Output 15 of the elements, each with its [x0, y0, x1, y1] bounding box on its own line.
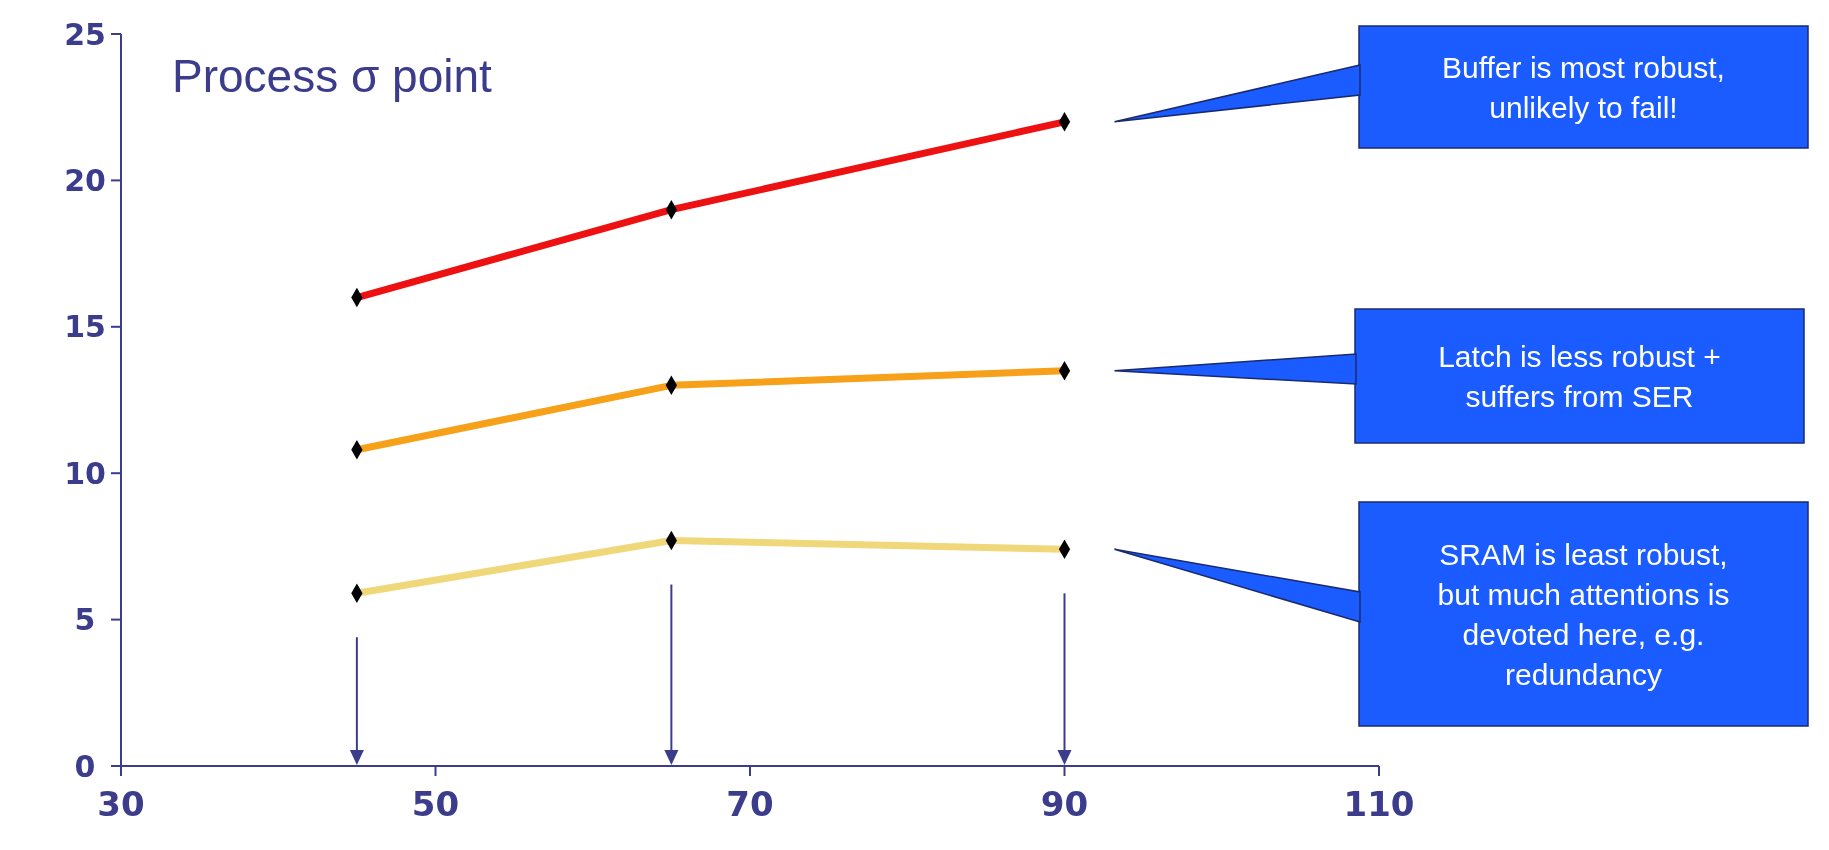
text: Buffer is most robust, unlikely to fail!	[1442, 50, 1725, 124]
y-tick-label: 20	[64, 162, 106, 198]
chart-title: Process σ point	[172, 50, 493, 102]
x-tick-label: 110	[1343, 784, 1415, 824]
y-tick-label: 0	[74, 748, 96, 784]
text: Latch is less robust + suffers from SER	[1438, 339, 1721, 413]
y-tick-label: 25	[64, 16, 106, 52]
y-tick-label: 5	[74, 602, 96, 638]
y-tick-label: 15	[64, 309, 106, 345]
text: SRAM is least robust, but much attentions is devoted here, e.g. redundancy	[1437, 537, 1730, 691]
x-tick-label: 70	[726, 784, 774, 824]
x-tick-label: 90	[1040, 784, 1089, 824]
x-tick-label: 30	[97, 784, 145, 824]
y-tick-label: 10	[64, 455, 106, 491]
x-tick-label: 50	[411, 784, 460, 824]
